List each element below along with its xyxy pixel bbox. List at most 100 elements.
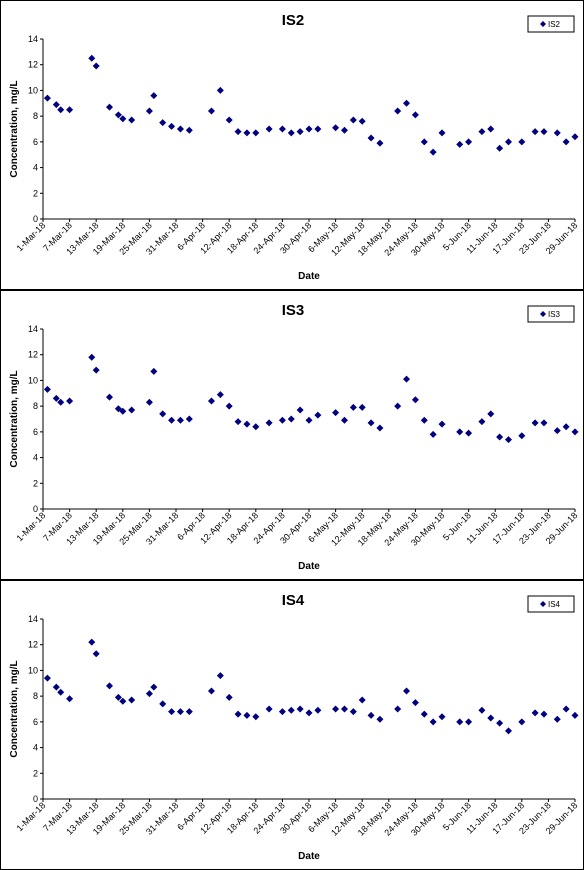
data-point <box>176 416 184 424</box>
legend-box <box>527 305 575 323</box>
data-point <box>438 713 446 721</box>
data-point <box>487 125 495 133</box>
chart-svg: IS4024681012141-Mar-187-Mar-1813-Mar-181… <box>9 592 579 862</box>
data-point <box>287 706 295 714</box>
data-point <box>278 125 286 133</box>
y-tick-label: 14 <box>28 34 38 44</box>
data-point <box>287 129 295 137</box>
data-point <box>403 375 411 383</box>
data-point <box>52 394 60 402</box>
data-point <box>114 405 122 413</box>
data-point <box>478 418 486 426</box>
y-tick-label: 2 <box>33 188 38 198</box>
y-axis-label: Concentration, mg/L <box>9 660 20 757</box>
data-point <box>265 125 273 133</box>
data-point <box>296 705 304 713</box>
data-point <box>571 711 579 719</box>
data-point <box>305 125 313 133</box>
data-point <box>429 148 437 156</box>
data-point <box>358 696 366 704</box>
data-point <box>234 418 242 426</box>
data-point <box>394 107 402 115</box>
data-point <box>305 416 313 424</box>
chart-panel-3: IS4 0 2 4 6 8 10 12 14 1-Mar-18 7-Mar-18 13-Mar-18 1… <box>0 580 584 870</box>
data-point <box>265 419 273 427</box>
data-point <box>88 353 96 361</box>
data-point <box>159 119 167 127</box>
y-tick-label: 4 <box>33 743 38 753</box>
data-point <box>411 699 419 707</box>
data-point <box>403 687 411 695</box>
data-point <box>540 419 548 427</box>
y-tick-label: 6 <box>33 137 38 147</box>
data-point <box>553 427 561 435</box>
legend: IS2 <box>527 15 575 33</box>
data-point <box>207 397 215 405</box>
data-point <box>487 410 495 418</box>
data-point <box>420 416 428 424</box>
y-tick-label: 4 <box>33 453 38 463</box>
data-point <box>92 62 100 70</box>
data-point <box>216 391 224 399</box>
data-point <box>66 397 74 405</box>
y-tick-label: 14 <box>28 614 38 624</box>
legend-label: IS4 <box>548 600 561 609</box>
data-point <box>332 409 340 417</box>
data-point <box>168 708 176 716</box>
data-point <box>438 129 446 137</box>
data-point <box>119 115 127 123</box>
data-point <box>128 406 136 414</box>
legend: IS3 <box>527 305 575 323</box>
data-point <box>88 638 96 646</box>
data-point <box>314 125 322 133</box>
data-point <box>531 419 539 427</box>
data-point <box>168 416 176 424</box>
x-axis-label: Date <box>298 851 320 862</box>
data-point <box>456 718 464 726</box>
data-point <box>376 139 384 147</box>
data-point <box>66 106 74 114</box>
y-tick-label: 8 <box>33 111 38 121</box>
data-point <box>487 714 495 722</box>
data-point <box>216 672 224 680</box>
data-point <box>296 128 304 136</box>
data-point <box>185 708 193 716</box>
data-point <box>296 406 304 414</box>
data-point <box>252 713 260 721</box>
data-point <box>243 129 251 137</box>
data-point <box>92 650 100 658</box>
data-point <box>88 54 96 62</box>
y-tick-label: 10 <box>28 375 38 385</box>
data-point <box>411 396 419 404</box>
data-point <box>159 410 167 418</box>
chart-panel-1: IS2 0 2 4 6 8 10 12 14 1-Mar-18 7-Mar-18 13-Mar-18 1… <box>0 0 584 290</box>
legend-label: IS3 <box>548 310 561 319</box>
y-axis-label: Concentration, mg/L <box>9 370 20 467</box>
y-tick-label: 4 <box>33 163 38 173</box>
data-point <box>518 138 526 146</box>
data-point <box>43 385 51 393</box>
data-point <box>43 674 51 682</box>
data-point <box>429 718 437 726</box>
data-point <box>234 128 242 136</box>
data-point <box>52 683 60 691</box>
data-point <box>128 116 136 124</box>
y-tick-label: 12 <box>28 350 38 360</box>
data-point <box>456 428 464 436</box>
y-axis-label: Concentration, mg/L <box>9 80 20 177</box>
data-point <box>376 424 384 432</box>
data-point <box>349 708 357 716</box>
data-point <box>145 690 153 698</box>
data-point <box>57 398 65 406</box>
y-tick-label: 12 <box>28 640 38 650</box>
data-point <box>43 94 51 102</box>
legend-box <box>527 595 575 613</box>
data-point <box>265 705 273 713</box>
data-point <box>465 718 473 726</box>
data-point <box>207 107 215 115</box>
data-point <box>150 92 158 100</box>
legend-label: IS2 <box>548 20 561 29</box>
data-point <box>496 719 504 727</box>
chart-panel-2: IS3 0 2 4 6 8 10 12 14 1-Mar-18 7-Mar-18 13-Mar-18 1… <box>0 290 584 580</box>
data-point <box>518 432 526 440</box>
